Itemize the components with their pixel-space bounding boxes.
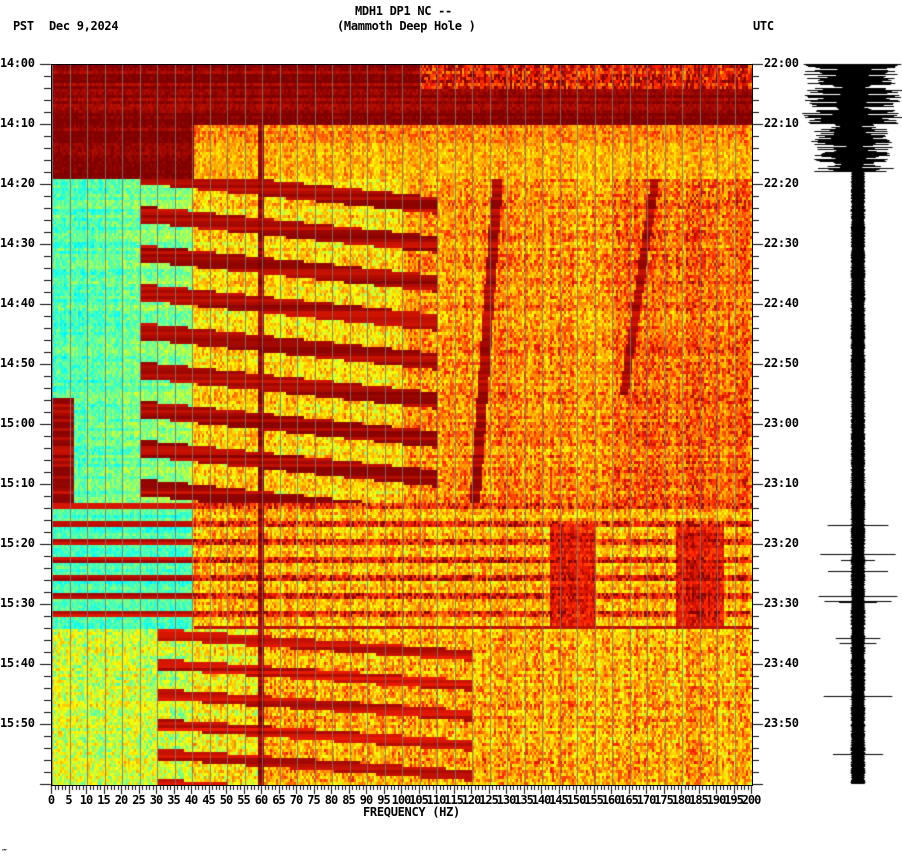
x-tick-label: 75	[307, 793, 320, 807]
x-tick-label: 140	[531, 793, 552, 807]
x-tick-label: 110	[426, 793, 447, 807]
x-tick-label: 0	[47, 793, 55, 807]
x-tick-label: 130	[496, 793, 517, 807]
y-tick-label-left: 14:40	[0, 296, 35, 310]
x-tick-label: 160	[601, 793, 622, 807]
y-tick-label-right: 23:10	[764, 476, 799, 490]
x-tick-label: 95	[377, 793, 390, 807]
y-tick-label-right: 23:20	[764, 536, 799, 550]
y-tick-label-left: 15:40	[0, 656, 35, 670]
y-tick-label-right: 23:00	[764, 416, 799, 430]
y-tick-label-right: 22:00	[764, 56, 799, 70]
x-tick-label: 45	[202, 793, 215, 807]
x-tick-label: 20	[114, 793, 128, 807]
x-tick-label: 85	[342, 793, 355, 807]
x-tick-label: 115	[444, 793, 464, 807]
y-tick-label-right: 23:50	[764, 716, 799, 730]
x-tick-label: 190	[706, 793, 727, 807]
x-tick-label: 180	[671, 793, 692, 807]
x-tick-label: 35	[167, 793, 180, 807]
x-tick-label: 135	[514, 793, 534, 807]
x-tick-label: 100	[391, 793, 412, 807]
x-tick-label: 165	[619, 793, 639, 807]
y-tick-label-right: 23:40	[764, 656, 799, 670]
x-tick-label: 30	[149, 793, 163, 807]
y-tick-label-left: 14:30	[0, 236, 35, 250]
spectrogram-heatmap	[52, 65, 752, 785]
y-tick-label-left: 14:00	[0, 56, 35, 70]
y-tick-label-left: 14:50	[0, 356, 35, 370]
x-tick-label: 65	[272, 793, 285, 807]
x-tick-label: 60	[254, 793, 268, 807]
x-tick-label: 70	[289, 793, 303, 807]
x-axis-title: FREQUENCY (HZ)	[363, 805, 460, 819]
y-tick-label-left: 14:20	[0, 176, 35, 190]
y-tick-label-left: 15:10	[0, 476, 35, 490]
x-tick-label: 155	[584, 793, 604, 807]
y-tick-label-right: 22:10	[764, 116, 799, 130]
x-tick-label: 10	[79, 793, 93, 807]
x-tick-label: 90	[359, 793, 373, 807]
y-tick-label-left: 15:00	[0, 416, 35, 430]
y-tick-label-right: 22:20	[764, 176, 799, 190]
x-tick-label: 15	[97, 793, 110, 807]
x-tick-label: 105	[409, 793, 429, 807]
x-tick-label: 175	[654, 793, 674, 807]
y-tick-label-right: 22:40	[764, 296, 799, 310]
x-tick-label: 200	[741, 793, 762, 807]
x-tick-label: 185	[689, 793, 709, 807]
y-tick-label-left: 15:50	[0, 716, 35, 730]
x-tick-label: 150	[566, 793, 587, 807]
y-tick-label-left: 15:30	[0, 596, 35, 610]
x-tick-label: 80	[324, 793, 338, 807]
x-tick-label: 55	[237, 793, 250, 807]
y-tick-label-right: 23:30	[764, 596, 799, 610]
x-tick-label: 25	[132, 793, 145, 807]
y-tick-label-right: 22:30	[764, 236, 799, 250]
y-tick-label-left: 14:10	[0, 116, 35, 130]
x-tick-label: 145	[549, 793, 569, 807]
x-tick-label: 40	[184, 793, 198, 807]
x-tick-label: 50	[219, 793, 233, 807]
x-tick-label: 170	[636, 793, 657, 807]
spectrogram-plot	[51, 64, 753, 786]
y-tick-label-right: 22:50	[764, 356, 799, 370]
y-tick-label-left: 15:20	[0, 536, 35, 550]
footer-mark: ‴	[2, 848, 7, 857]
x-tick-label: 120	[461, 793, 482, 807]
x-tick-label: 5	[65, 793, 72, 807]
x-tick-label: 125	[479, 793, 499, 807]
x-tick-label: 195	[724, 793, 744, 807]
